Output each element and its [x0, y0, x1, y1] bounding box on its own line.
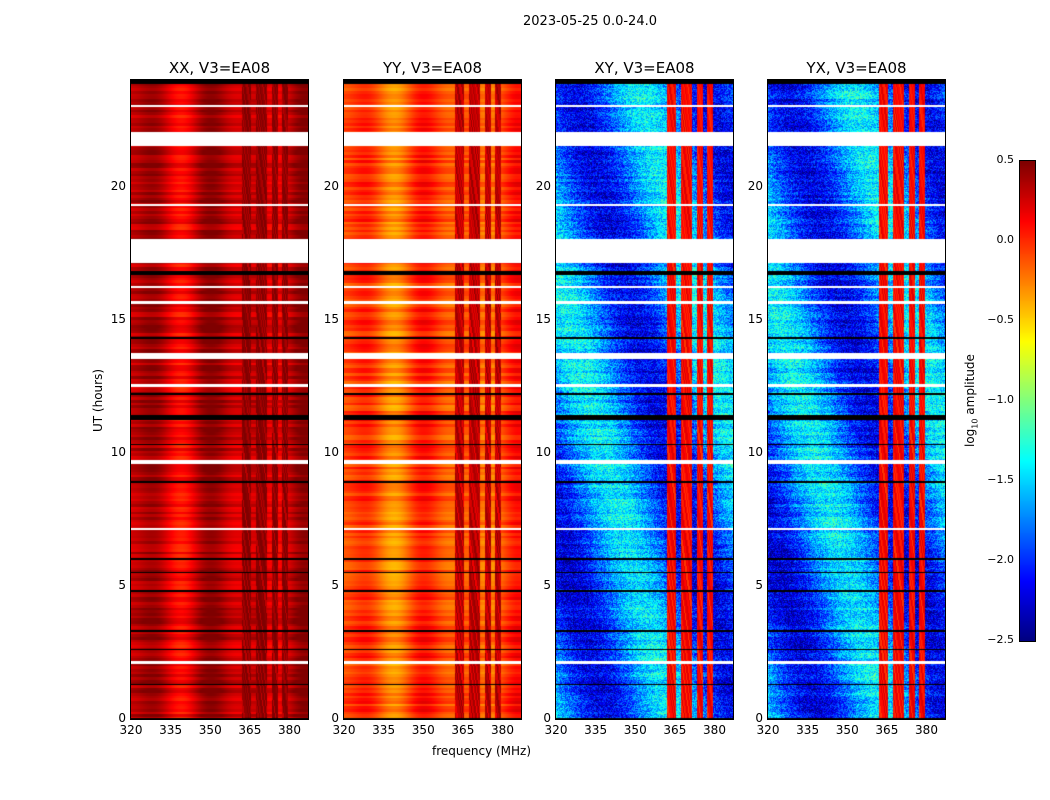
x-tick-label: 365: [875, 723, 899, 737]
colorbar-tick-label: 0.0: [996, 233, 1015, 246]
y-tick-label: 15: [535, 311, 551, 326]
x-tick-label: 335: [584, 723, 608, 737]
x-tick-label: 380: [703, 723, 726, 737]
y-tick-label: 15: [110, 311, 126, 326]
y-tick-label: 0: [755, 711, 763, 725]
x-tick-label: 350: [835, 723, 859, 737]
x-tick-label: 380: [491, 723, 514, 737]
colorbar-tick-label: −1.0: [987, 393, 1014, 406]
x-tick-label: 350: [623, 723, 647, 737]
x-tick-label: 335: [796, 723, 820, 737]
y-tick-label: 20: [535, 178, 551, 193]
colorbar-tick-label: −2.0: [987, 553, 1014, 566]
panel-title: XX, V3=EA08: [168, 59, 271, 77]
x-tick-label: 365: [451, 723, 475, 737]
y-tick-label: 10: [747, 444, 763, 459]
y-tick-label: 15: [323, 311, 339, 326]
x-tick-label: 380: [915, 723, 938, 737]
x-tick-label: 350: [198, 723, 222, 737]
colorbar-label: log10 amplitude: [963, 354, 980, 447]
heatmap-panel: [555, 79, 734, 720]
colorbar: [1019, 160, 1036, 642]
x-tick-label: 320: [756, 723, 780, 737]
x-axis-label: frequency (MHz): [432, 744, 532, 758]
x-tick-label: 365: [663, 723, 687, 737]
colorbar-tick-label: −1.5: [987, 473, 1014, 486]
panel-title: XY, V3=EA08: [594, 59, 695, 77]
x-tick-label: 380: [278, 723, 301, 737]
y-tick-label: 10: [535, 444, 551, 459]
y-tick-label: 5: [118, 577, 126, 592]
colorbar-tick-label: 0.5: [996, 153, 1015, 166]
y-tick-label: 20: [110, 178, 126, 193]
y-tick-label: 0: [118, 711, 126, 725]
x-tick-label: 335: [159, 723, 183, 737]
y-tick-label: 20: [323, 178, 339, 193]
y-tick-label: 0: [543, 711, 551, 725]
panel-title: YY, V3=EA08: [382, 59, 483, 77]
y-tick-label: 10: [110, 444, 126, 459]
heatmap-panel: [767, 79, 946, 720]
x-tick-label: 350: [411, 723, 435, 737]
colorbar-tick-label: −2.5: [987, 633, 1014, 646]
x-tick-label: 320: [332, 723, 356, 737]
y-tick-label: 20: [747, 178, 763, 193]
y-tick-label: 10: [323, 444, 339, 459]
x-tick-label: 365: [238, 723, 262, 737]
y-tick-label: 5: [543, 577, 551, 592]
heatmap-panel: [343, 79, 522, 720]
colorbar-tick-label: −0.5: [987, 313, 1014, 326]
heatmap-panel: [130, 79, 309, 720]
figure-suptitle: 2023-05-25 0.0-24.0: [523, 14, 657, 29]
x-tick-label: 335: [372, 723, 396, 737]
x-tick-label: 320: [544, 723, 568, 737]
y-tick-label: 0: [331, 711, 339, 725]
y-tick-label: 15: [747, 311, 763, 326]
y-axis-label: UT (hours): [91, 368, 105, 432]
y-tick-label: 5: [331, 577, 339, 592]
panel-title: YX, V3=EA08: [806, 59, 907, 77]
x-tick-label: 320: [119, 723, 143, 737]
y-tick-label: 5: [755, 577, 763, 592]
